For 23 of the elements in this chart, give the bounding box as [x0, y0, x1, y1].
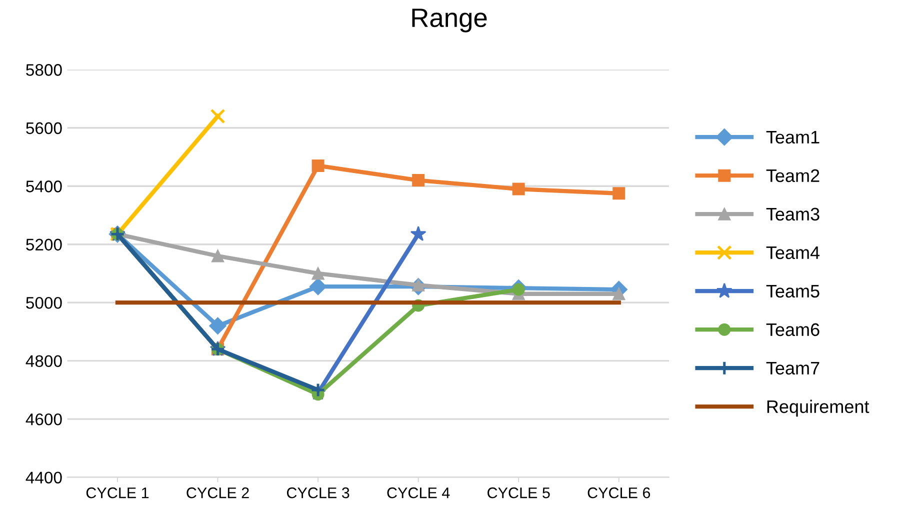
legend-label: Team2 — [766, 169, 820, 182]
legend-label: Team6 — [766, 323, 820, 336]
x-tick-label: CYCLE 5 — [488, 487, 550, 498]
chart-title: Range — [412, 8, 487, 32]
x-tick-label: CYCLE 6 — [588, 487, 650, 498]
x-tick-label: CYCLE 4 — [387, 487, 450, 498]
y-tick-label: 5800 — [26, 64, 62, 76]
y-tick-label: 4600 — [26, 413, 62, 426]
legend-label: Requirement — [767, 400, 870, 417]
legend-label: Team7 — [766, 362, 820, 375]
legend-label: Team3 — [766, 208, 820, 221]
legend-label: Team1 — [766, 130, 820, 144]
x-tick-label: CYCLE 2 — [186, 487, 249, 498]
y-tick-label: 5400 — [26, 180, 62, 192]
x-tick-label: CYCLE 3 — [286, 487, 350, 498]
legend-label: Team5 — [766, 284, 820, 298]
y-tick-label: 5200 — [26, 238, 62, 251]
x-tick-label: CYCLE 1 — [86, 487, 149, 498]
legend-label: Team4 — [766, 246, 820, 260]
y-tick-label: 4400 — [26, 472, 62, 484]
y-tick-label: 5600 — [26, 122, 62, 134]
y-tick-label: 5000 — [26, 297, 62, 309]
y-tick-label: 4800 — [26, 355, 62, 368]
